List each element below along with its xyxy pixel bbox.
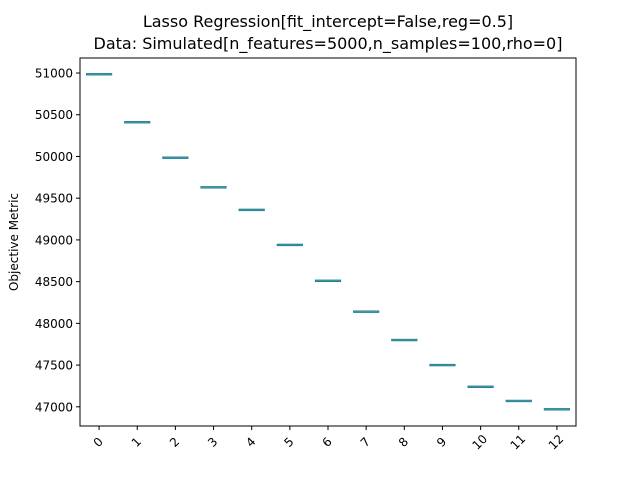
y-tick-label: 50000 <box>35 150 73 164</box>
plot-area: 47000 47500 48000 48500 49000 49500 50000 50500… <box>35 67 571 453</box>
y-tick-label: 49000 <box>35 233 73 247</box>
y-tick-label: 50500 <box>35 108 73 122</box>
y-tick-label: 49500 <box>35 192 73 206</box>
chart-title-line1: Lasso Regression[fit_intercept=False,reg… <box>143 12 513 32</box>
y-tick-label: 48500 <box>35 275 73 289</box>
axes-frame <box>79 57 577 427</box>
chart-title-line2: Data: Simulated[n_features=5000,n_sample… <box>94 34 563 54</box>
y-tick-label: 48000 <box>35 317 73 331</box>
y-tick-label: 51000 <box>35 67 73 81</box>
y-axis-label: Objective Metric <box>7 193 21 291</box>
y-tick-label: 47000 <box>35 400 73 414</box>
y-tick-label: 47500 <box>35 359 73 373</box>
